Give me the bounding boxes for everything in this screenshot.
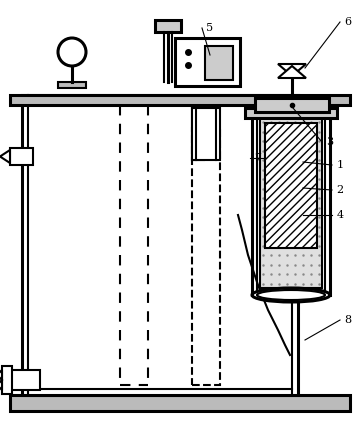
Bar: [2, 366, 12, 394]
Text: 4: 4: [336, 210, 344, 220]
Bar: [252, 110, 330, 295]
Polygon shape: [0, 370, 2, 390]
Polygon shape: [278, 66, 306, 78]
Bar: [260, 118, 322, 288]
Text: 7: 7: [255, 153, 261, 163]
Text: 5: 5: [206, 23, 214, 33]
Bar: [192, 108, 220, 160]
Polygon shape: [0, 370, 2, 390]
Bar: [245, 108, 337, 118]
Bar: [205, 46, 233, 80]
Polygon shape: [0, 150, 10, 163]
Bar: [58, 82, 86, 88]
Text: 3: 3: [326, 137, 334, 147]
Text: 2: 2: [336, 185, 344, 195]
Text: 1: 1: [336, 160, 344, 170]
Bar: [10, 148, 33, 165]
Ellipse shape: [257, 290, 325, 300]
Bar: [155, 20, 181, 32]
Bar: [192, 128, 220, 385]
Bar: [10, 395, 350, 411]
Bar: [255, 98, 329, 112]
Polygon shape: [278, 64, 306, 76]
Text: 8: 8: [344, 315, 352, 325]
Bar: [10, 370, 40, 390]
Bar: [265, 123, 317, 248]
Bar: [22, 95, 298, 395]
Bar: [175, 38, 240, 86]
Text: 6: 6: [344, 17, 352, 27]
Circle shape: [58, 38, 86, 66]
Ellipse shape: [252, 288, 330, 302]
Bar: [10, 95, 350, 105]
Bar: [192, 108, 204, 160]
